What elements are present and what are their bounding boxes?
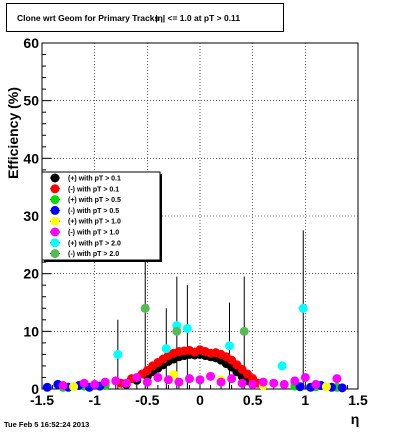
data-point <box>290 376 300 386</box>
data-point <box>258 377 268 387</box>
y-tick-label: 10 <box>23 323 39 339</box>
legend-entry: (+) with pT > 1.0 <box>68 219 121 226</box>
data-point <box>206 371 216 381</box>
y-tick-label: 20 <box>23 266 39 282</box>
legend-marker <box>50 195 60 205</box>
legend-entry: (+) with pT > 2.0 <box>68 240 121 247</box>
data-point <box>279 379 289 389</box>
data-point <box>182 323 192 333</box>
legend-marker <box>50 238 60 248</box>
x-tick-label: -0.5 <box>135 392 159 408</box>
data-point <box>332 374 342 384</box>
data-point <box>295 382 305 392</box>
data-point <box>100 377 110 387</box>
data-point <box>113 349 123 359</box>
legend-marker <box>50 227 60 237</box>
legend-entry: (+) with pT > 0.5 <box>68 197 121 204</box>
data-point <box>298 303 308 313</box>
data-point <box>300 372 310 382</box>
data-point <box>69 382 79 392</box>
x-axis-label: η <box>351 411 360 427</box>
x-tick-label: 1 <box>301 392 309 408</box>
data-point <box>224 341 234 351</box>
data-point <box>248 379 258 389</box>
legend-entry: (-) with pT > 2.0 <box>68 251 119 258</box>
legend-box <box>41 171 161 261</box>
data-point <box>321 382 331 392</box>
legend-marker <box>50 249 60 259</box>
legend-entry: (-) with pT > 0.5 <box>68 208 119 215</box>
data-point <box>161 344 171 354</box>
x-tick-label: 1.5 <box>348 392 368 408</box>
chart-title-part1: Clone wrt Geom for Primary Tracks <box>17 12 160 23</box>
data-point <box>111 376 121 386</box>
data-point <box>153 372 163 382</box>
y-tick-label: 60 <box>23 35 39 51</box>
data-point <box>277 361 287 371</box>
legend-shadow <box>44 260 162 262</box>
chart-title-box: Clone wrt Geom for Primary Tracks |η| <=… <box>6 3 284 32</box>
data-point <box>237 378 247 388</box>
data-point <box>337 383 347 393</box>
y-axis-label: Efficiency (%) <box>5 87 21 179</box>
data-point <box>140 303 150 313</box>
data-point <box>311 379 321 389</box>
data-point <box>174 377 184 387</box>
data-point <box>195 375 205 385</box>
data-point <box>216 377 226 387</box>
legend-marker <box>50 173 60 183</box>
x-tick-label: 0 <box>196 392 204 408</box>
data-point <box>121 378 131 388</box>
x-tick-label: 0.5 <box>243 392 263 408</box>
data-point <box>239 326 249 336</box>
data-point <box>90 379 100 389</box>
data-point <box>227 374 237 384</box>
y-tick-label: 40 <box>23 150 39 166</box>
timestamp-footer: Tue Feb 5 16:52:24 2013 <box>4 420 90 429</box>
data-point <box>58 381 68 391</box>
y-tick-label: 30 <box>23 208 39 224</box>
data-point <box>184 374 194 384</box>
data-point <box>132 372 142 382</box>
chart-title-part2: |η| <= 1.0 at pT > 0.11 <box>155 12 241 23</box>
data-point <box>79 378 89 388</box>
legend-marker <box>50 216 60 226</box>
y-tick-label: 50 <box>23 93 39 109</box>
data-point <box>172 326 182 336</box>
legend-shadow <box>160 174 162 262</box>
data-point <box>169 370 179 380</box>
x-tick-label: -1 <box>88 392 101 408</box>
data-point <box>142 377 152 387</box>
legend-entry: (-) with pT > 0.1 <box>68 186 119 193</box>
legend-entry: (+) with pT > 0.1 <box>68 176 121 183</box>
data-point <box>163 375 173 385</box>
legend-marker <box>50 184 60 194</box>
data-point <box>269 378 279 388</box>
y-tick-label: 0 <box>31 381 39 397</box>
data-point <box>42 382 52 392</box>
legend-entry: (-) with pT > 1.0 <box>68 230 119 237</box>
x-tick-label: -1.5 <box>30 392 54 408</box>
legend-marker <box>50 205 60 215</box>
